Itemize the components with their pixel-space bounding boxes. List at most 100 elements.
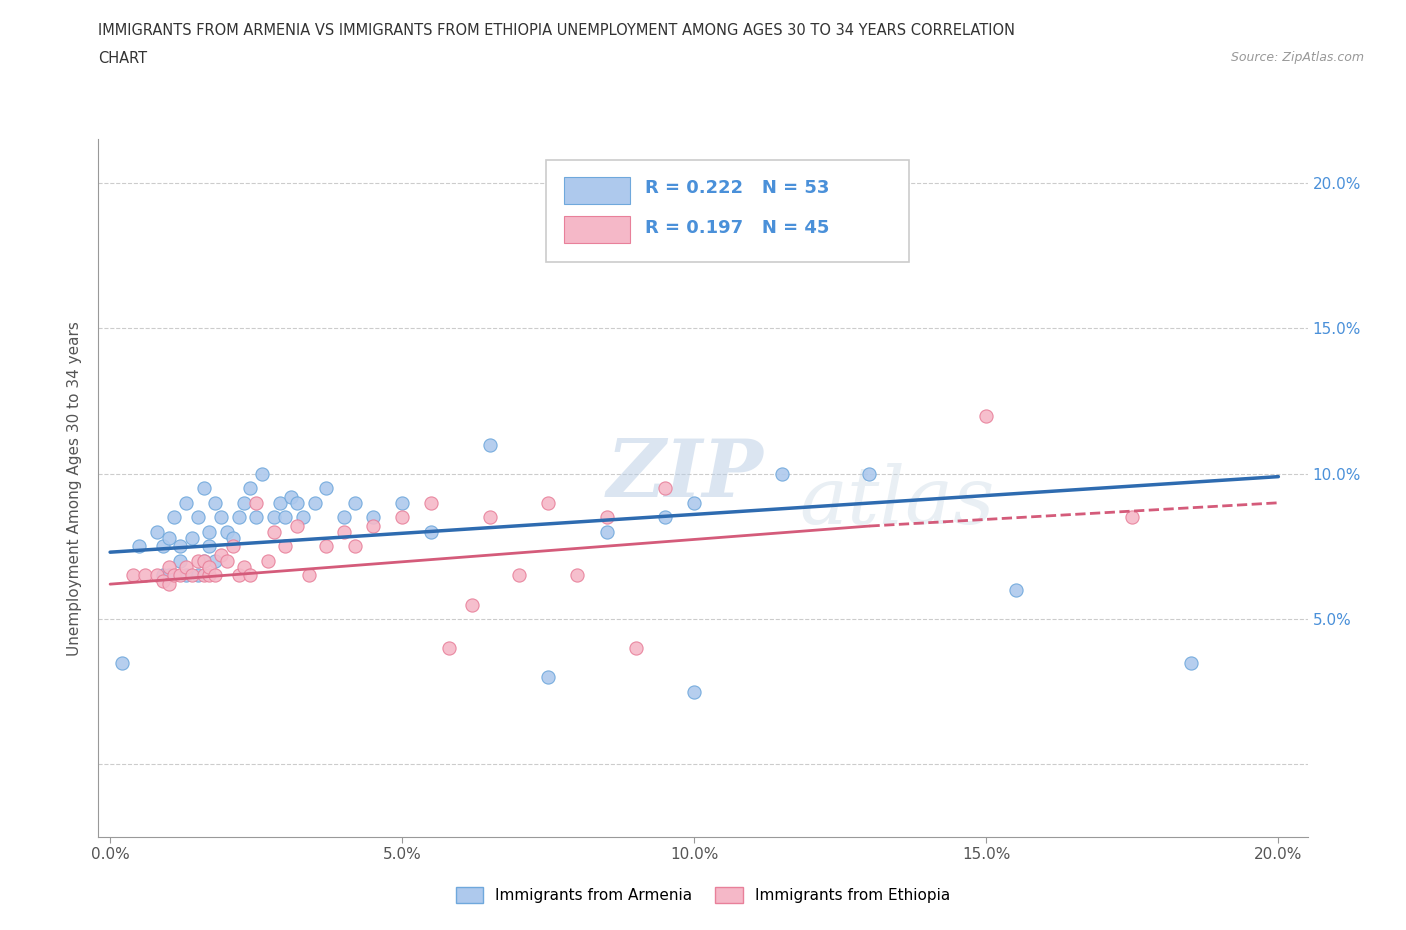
Point	[239, 481, 262, 496]
Point	[595, 525, 617, 539]
Text: Source: ZipAtlas.com: Source: ZipAtlas.com	[1230, 51, 1364, 64]
Point	[169, 539, 191, 554]
Point	[163, 510, 186, 525]
Point	[285, 519, 308, 534]
Point	[537, 670, 560, 684]
Point	[157, 530, 180, 545]
Point	[174, 496, 197, 511]
Point	[361, 519, 384, 534]
FancyBboxPatch shape	[564, 178, 630, 204]
Legend: Immigrants from Armenia, Immigrants from Ethiopia: Immigrants from Armenia, Immigrants from…	[450, 882, 956, 910]
Point	[152, 574, 174, 589]
Point	[595, 510, 617, 525]
Point	[683, 496, 706, 511]
Point	[239, 568, 262, 583]
Point	[269, 496, 291, 511]
Point	[391, 496, 413, 511]
Point	[280, 489, 302, 504]
Point	[461, 597, 484, 612]
Point	[263, 510, 285, 525]
Point	[198, 559, 221, 574]
Point	[146, 568, 169, 583]
Point	[228, 510, 250, 525]
Point	[304, 496, 326, 511]
Point	[204, 553, 226, 568]
Point	[361, 510, 384, 525]
Point	[180, 568, 202, 583]
Point	[233, 559, 256, 574]
Text: R = 0.222   N = 53: R = 0.222 N = 53	[645, 179, 830, 197]
Point	[332, 510, 354, 525]
Point	[198, 525, 221, 539]
Text: atlas: atlas	[800, 463, 995, 541]
Point	[187, 510, 209, 525]
Point	[478, 437, 501, 452]
Point	[134, 568, 156, 583]
Point	[1121, 510, 1143, 525]
Point	[858, 466, 880, 481]
FancyBboxPatch shape	[564, 217, 630, 243]
Point	[285, 496, 308, 511]
Point	[274, 510, 297, 525]
Text: R = 0.197   N = 45: R = 0.197 N = 45	[645, 219, 830, 237]
Point	[146, 525, 169, 539]
Point	[567, 568, 589, 583]
Point	[215, 525, 238, 539]
Point	[344, 539, 367, 554]
Point	[169, 568, 191, 583]
Point	[193, 553, 215, 568]
Point	[256, 553, 278, 568]
Text: IMMIGRANTS FROM ARMENIA VS IMMIGRANTS FROM ETHIOPIA UNEMPLOYMENT AMONG AGES 30 T: IMMIGRANTS FROM ARMENIA VS IMMIGRANTS FR…	[98, 23, 1015, 38]
Point	[157, 568, 180, 583]
Point	[298, 568, 321, 583]
Point	[391, 510, 413, 525]
Point	[209, 510, 232, 525]
Point	[152, 539, 174, 554]
Point	[315, 539, 337, 554]
Point	[291, 510, 314, 525]
Point	[198, 539, 221, 554]
Point	[344, 496, 367, 511]
Point	[420, 496, 443, 511]
Point	[274, 539, 297, 554]
Point	[198, 568, 221, 583]
Point	[163, 568, 186, 583]
Point	[193, 553, 215, 568]
Point	[215, 553, 238, 568]
Point	[180, 530, 202, 545]
Point	[209, 548, 232, 563]
Point	[420, 525, 443, 539]
Point	[654, 481, 676, 496]
Point	[157, 577, 180, 591]
Point	[683, 684, 706, 699]
Point	[1180, 655, 1202, 670]
Point	[1004, 582, 1026, 597]
Point	[437, 641, 460, 656]
Point	[654, 510, 676, 525]
Point	[228, 568, 250, 583]
Text: CHART: CHART	[98, 51, 148, 66]
Point	[624, 205, 647, 219]
Point	[169, 553, 191, 568]
Point	[245, 510, 267, 525]
FancyBboxPatch shape	[546, 161, 908, 261]
Point	[263, 525, 285, 539]
Point	[193, 568, 215, 583]
Point	[974, 408, 997, 423]
Point	[250, 466, 273, 481]
Text: ZIP: ZIP	[606, 435, 763, 513]
Point	[770, 466, 793, 481]
Point	[122, 568, 145, 583]
Point	[152, 568, 174, 583]
Point	[174, 568, 197, 583]
Y-axis label: Unemployment Among Ages 30 to 34 years: Unemployment Among Ages 30 to 34 years	[67, 321, 83, 656]
Point	[537, 496, 560, 511]
Point	[187, 568, 209, 583]
Point	[128, 539, 150, 554]
Point	[222, 539, 245, 554]
Point	[222, 530, 245, 545]
Point	[508, 568, 530, 583]
Point	[245, 496, 267, 511]
Point	[624, 641, 647, 656]
Point	[174, 559, 197, 574]
